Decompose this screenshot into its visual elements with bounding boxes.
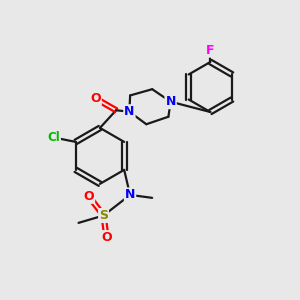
Text: S: S xyxy=(99,209,108,222)
Text: Cl: Cl xyxy=(47,131,60,144)
Text: N: N xyxy=(125,188,135,201)
Text: N: N xyxy=(165,95,176,108)
Text: F: F xyxy=(206,44,214,57)
Text: N: N xyxy=(124,105,135,118)
Text: O: O xyxy=(101,231,112,244)
Text: O: O xyxy=(83,190,94,203)
Text: O: O xyxy=(90,92,101,105)
